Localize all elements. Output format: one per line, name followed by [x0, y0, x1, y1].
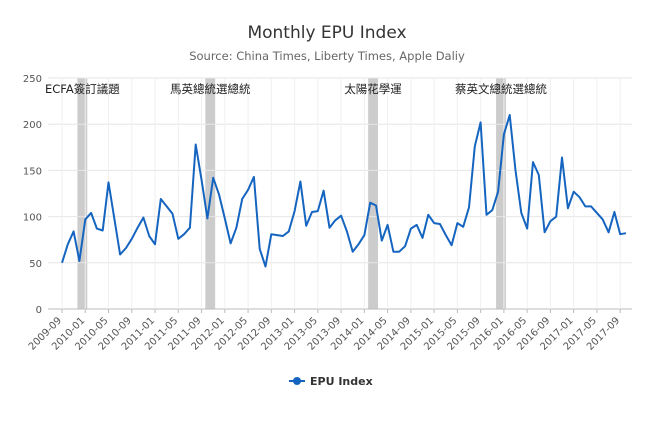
event-label-3: 蔡英文總統選總統 [455, 82, 547, 96]
y-axis-ticks: 0 50 100 150 200 250 [23, 74, 42, 316]
chart-subtitle: Source: China Times, Liberty Times, Appl… [189, 49, 465, 63]
event-band-0 [77, 78, 88, 309]
event-band-2 [368, 78, 378, 309]
legend[interactable]: EPU Index [289, 375, 373, 388]
event-label-0: ECFA簽訂議題 [45, 82, 120, 96]
y-tick-label-250: 250 [23, 74, 42, 85]
chart-title: Monthly EPU Index [247, 23, 406, 43]
y-tick-label-100: 100 [23, 213, 42, 224]
event-label-2: 太陽花學運 [344, 82, 402, 96]
event-label-1: 馬英總統選總統 [170, 82, 251, 96]
event-bands [77, 78, 506, 309]
x-axis-ticks: 2009-092010-012010-052010-092011-012011-… [27, 309, 622, 353]
y-tick-label-200: 200 [23, 120, 42, 131]
y-tick-label-0: 0 [36, 305, 42, 316]
event-annotations: ECFA簽訂議題 馬英總統選總統 太陽花學運 蔡英文總統選總統 [45, 82, 548, 96]
y-tick-label-50: 50 [29, 259, 42, 270]
legend-dot-marker [293, 377, 301, 385]
series-line-epu-index [61, 114, 627, 268]
gridlines [48, 77, 632, 310]
event-band-3 [496, 78, 506, 309]
series-layer [61, 114, 627, 268]
y-tick-label-150: 150 [23, 166, 42, 177]
legend-item-epu-index[interactable]: EPU Index [310, 375, 373, 388]
